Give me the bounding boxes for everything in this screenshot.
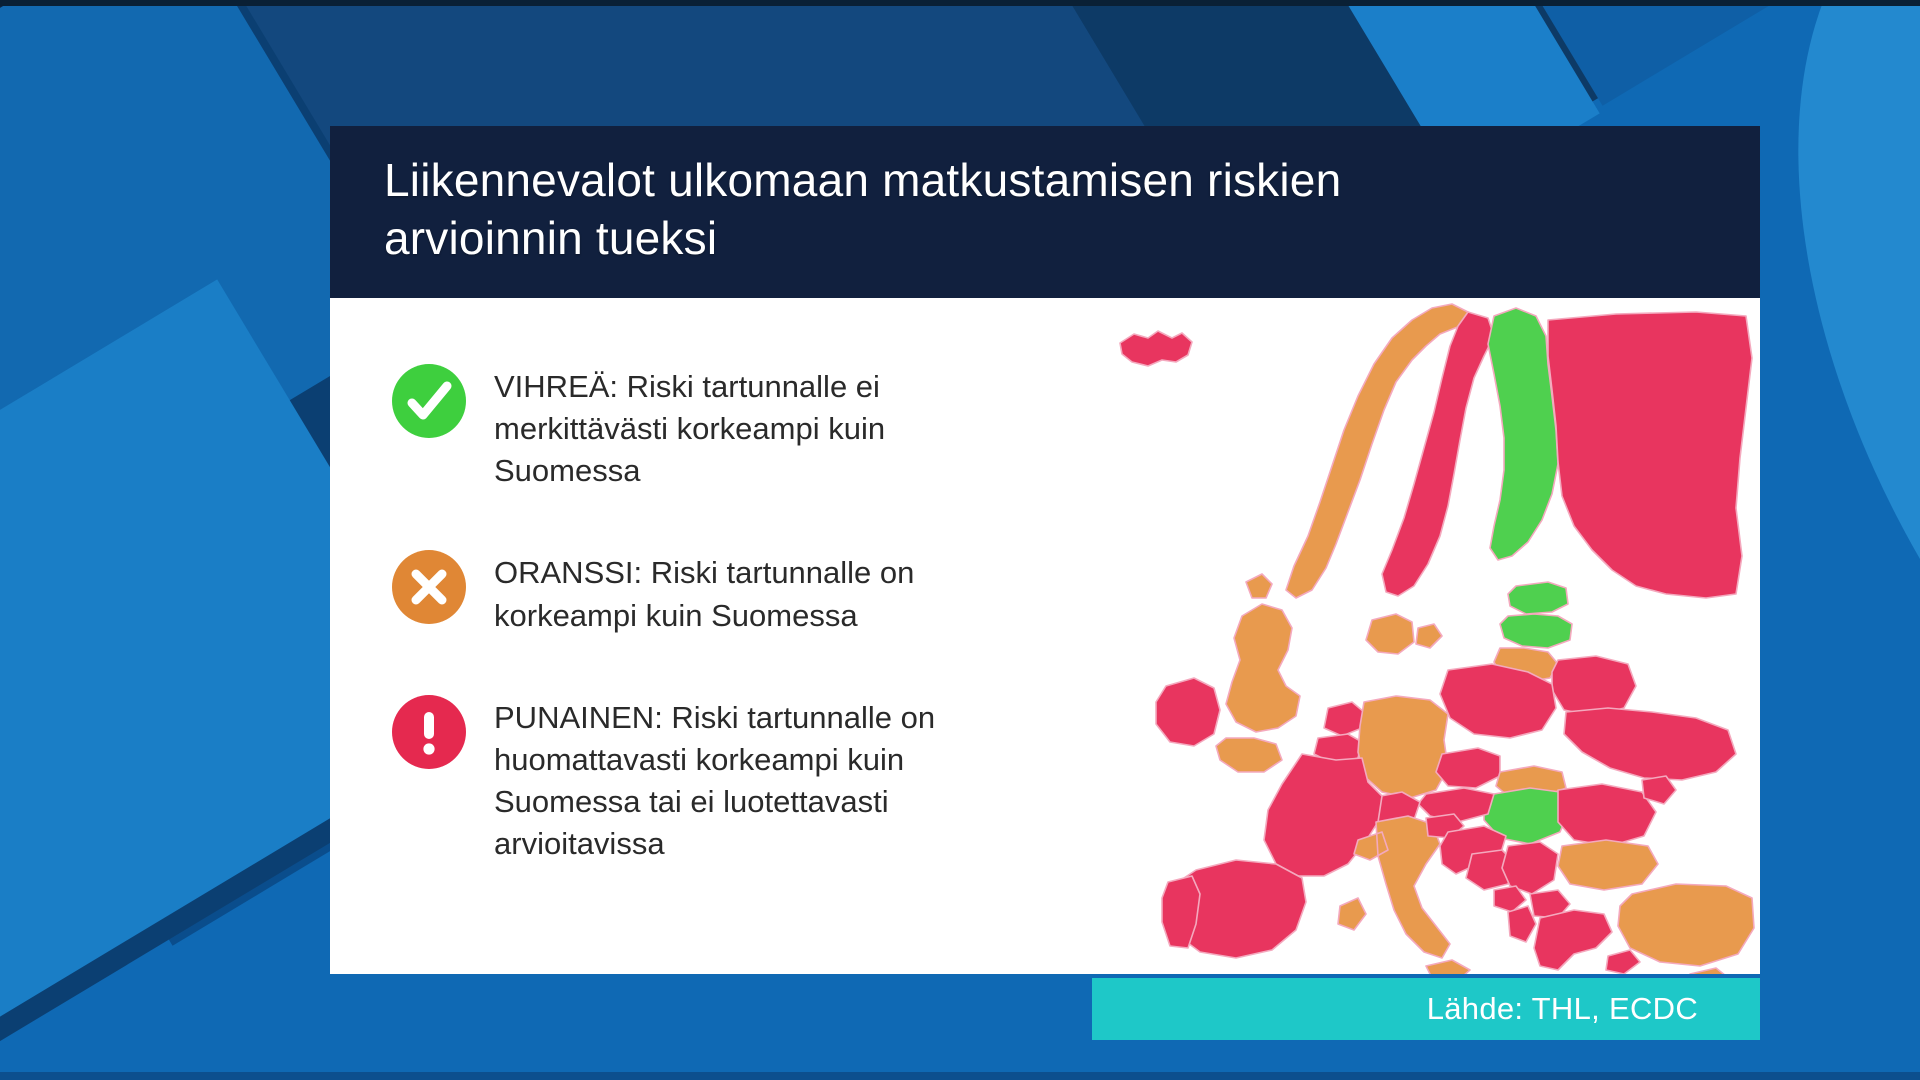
slide-card: Liikennevalot ulkomaan matkustamisen ris… <box>330 126 1760 974</box>
source-banner: Lähde: THL, ECDC <box>1092 978 1760 1040</box>
map-country-latvia <box>1499 613 1573 649</box>
map-country-ukraine <box>1563 707 1737 781</box>
map-country-norway <box>1285 303 1469 599</box>
map-country-portugal <box>1161 875 1201 949</box>
card-header: Liikennevalot ulkomaan matkustamisen ris… <box>330 126 1760 298</box>
source-text: Lähde: THL, ECDC <box>1426 991 1698 1026</box>
map-country-montenegro <box>1493 885 1527 913</box>
legend-label-orange: ORANSSI: Riski tartunnalle on korkeampi … <box>494 555 915 633</box>
map-country-netherlands <box>1323 701 1365 737</box>
map-country-cyprus <box>1689 967 1725 974</box>
map-country-turkey <box>1617 883 1755 967</box>
exclamation-circle-icon <box>392 694 466 769</box>
map-country-greece <box>1533 909 1641 974</box>
map-country-poland <box>1439 663 1557 739</box>
map-country-denmark <box>1365 613 1443 655</box>
legend-label-green: VIHREÄ: Riski tartunnalle ei merkittäväs… <box>494 369 886 489</box>
map-country-albania <box>1507 905 1537 943</box>
map-country-north-macedonia <box>1529 889 1571 919</box>
map-country-ireland <box>1155 677 1221 747</box>
map-country-sweden <box>1381 311 1495 597</box>
map-country-germany <box>1357 695 1449 799</box>
legend-item-orange: ORANSSI: Riski tartunnalle on korkeampi … <box>392 550 1120 636</box>
legend-item-green: VIHREÄ: Riski tartunnalle ei merkittäväs… <box>392 364 1120 492</box>
page-title: Liikennevalot ulkomaan matkustamisen ris… <box>384 154 1342 264</box>
europe-risk-map <box>1096 298 1756 974</box>
map-country-iceland <box>1119 330 1193 367</box>
legend-item-red: PUNAINEN: Riski tartunnalle on huomattav… <box>392 694 1120 866</box>
map-country-estonia <box>1507 581 1569 615</box>
card-body: VIHREÄ: Riski tartunnalle ei merkittäväs… <box>330 298 1760 974</box>
map-country-romania <box>1557 783 1657 847</box>
map-country-bulgaria <box>1557 839 1659 891</box>
legend-label-red: PUNAINEN: Riski tartunnalle on huomattav… <box>494 699 936 862</box>
map-country-united-kingdom <box>1215 573 1301 773</box>
map-country-moldova <box>1641 775 1677 805</box>
map-country-finland <box>1487 307 1559 561</box>
map-country-austria <box>1417 787 1495 823</box>
map-country-belarus <box>1551 655 1637 717</box>
bg-top-bar <box>0 0 1920 6</box>
map-country-serbia <box>1501 841 1559 895</box>
map-country-czechia <box>1435 747 1501 789</box>
map-country-russia <box>1547 311 1753 599</box>
risk-legend: VIHREÄ: Riski tartunnalle ei merkittäväs… <box>330 298 1120 974</box>
bg-bottom-bar <box>0 1072 1920 1080</box>
x-circle-icon <box>392 550 466 625</box>
check-circle-icon <box>392 364 466 438</box>
map-country-france <box>1263 753 1383 877</box>
map-country-italy <box>1337 815 1471 974</box>
